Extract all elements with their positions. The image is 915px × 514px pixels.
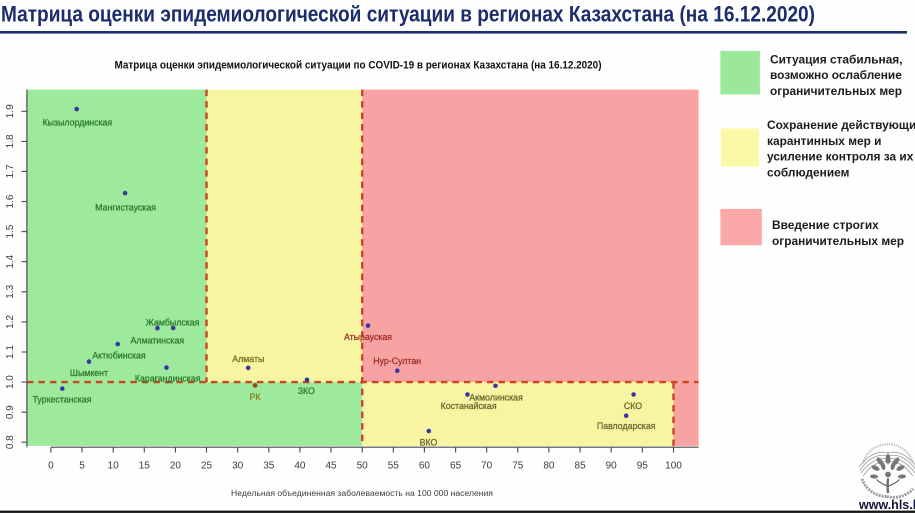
svg-text:0.8: 0.8	[5, 435, 16, 449]
svg-text:70: 70	[481, 461, 493, 472]
svg-text:ВКО: ВКО	[420, 437, 438, 447]
svg-text:Павлодарская: Павлодарская	[597, 421, 656, 431]
svg-text:90: 90	[606, 461, 618, 472]
svg-text:www.hls.kz: www.hls.kz	[858, 498, 915, 512]
svg-text:РК: РК	[250, 392, 262, 402]
svg-text:Матрица оценки эпидемиологичес: Матрица оценки эпидемиологической ситуац…	[1, 1, 815, 26]
svg-text:Алматы: Алматы	[232, 354, 264, 364]
svg-text:Недельная объединенная заболев: Недельная объединенная заболеваемость на…	[231, 488, 493, 498]
svg-text:100: 100	[665, 461, 682, 472]
svg-text:Алматинская: Алматинская	[130, 335, 184, 345]
svg-text:ЗКО: ЗКО	[298, 386, 315, 396]
svg-text:1.8: 1.8	[5, 134, 16, 148]
svg-text:1.9: 1.9	[5, 104, 16, 118]
svg-text:Акмолинская: Акмолинская	[469, 392, 523, 402]
svg-text:Актюбинская: Актюбинская	[92, 350, 146, 360]
svg-text:Шымкент: Шымкент	[70, 368, 108, 378]
svg-text:1.7: 1.7	[5, 164, 16, 178]
svg-text:1.4: 1.4	[5, 254, 16, 268]
svg-text:Жамбылская: Жамбылская	[146, 317, 200, 327]
svg-text:1.3: 1.3	[5, 284, 16, 298]
svg-text:0.9: 0.9	[5, 405, 16, 419]
svg-text:1.5: 1.5	[5, 224, 16, 238]
svg-text:95: 95	[637, 461, 649, 472]
svg-text:Туркестанская: Туркестанская	[32, 395, 91, 405]
svg-text:25: 25	[201, 461, 213, 472]
svg-text:Мангистауская: Мангистауская	[95, 203, 156, 213]
svg-text:10: 10	[108, 461, 120, 472]
svg-text:50: 50	[357, 461, 369, 472]
svg-text:65: 65	[450, 461, 462, 472]
svg-text:5: 5	[79, 461, 85, 472]
svg-text:45: 45	[325, 461, 337, 472]
svg-text:75: 75	[512, 461, 524, 472]
svg-text:60: 60	[419, 461, 431, 472]
svg-text:Матрица оценки эпидемиологичес: Матрица оценки эпидемиологической ситуац…	[115, 60, 602, 72]
svg-text:30: 30	[232, 461, 244, 472]
svg-text:1.6: 1.6	[5, 194, 16, 208]
svg-text:1.1: 1.1	[5, 345, 16, 359]
svg-text:Атырауская: Атырауская	[344, 332, 392, 342]
svg-text:85: 85	[575, 461, 587, 472]
svg-text:Костанайская: Костанайская	[441, 401, 497, 411]
svg-text:55: 55	[388, 461, 400, 472]
svg-text:1.2: 1.2	[5, 315, 16, 329]
svg-text:СКО: СКО	[624, 401, 642, 411]
svg-text:15: 15	[139, 461, 151, 472]
svg-text:40: 40	[294, 461, 306, 472]
svg-text:Карагандинская: Карагандинская	[135, 373, 201, 383]
svg-text:80: 80	[543, 461, 555, 472]
svg-text:Ситуация стабильная,возможно о: Ситуация стабильная, возможно ослабление о…	[770, 52, 903, 98]
svg-text:0: 0	[48, 461, 54, 472]
svg-text:1.0: 1.0	[5, 375, 16, 389]
svg-text:Нур-Султан: Нур-Султан	[373, 356, 421, 366]
svg-text:Кызылординская: Кызылординская	[43, 118, 113, 128]
svg-text:20: 20	[170, 461, 182, 472]
svg-text:35: 35	[263, 461, 275, 472]
